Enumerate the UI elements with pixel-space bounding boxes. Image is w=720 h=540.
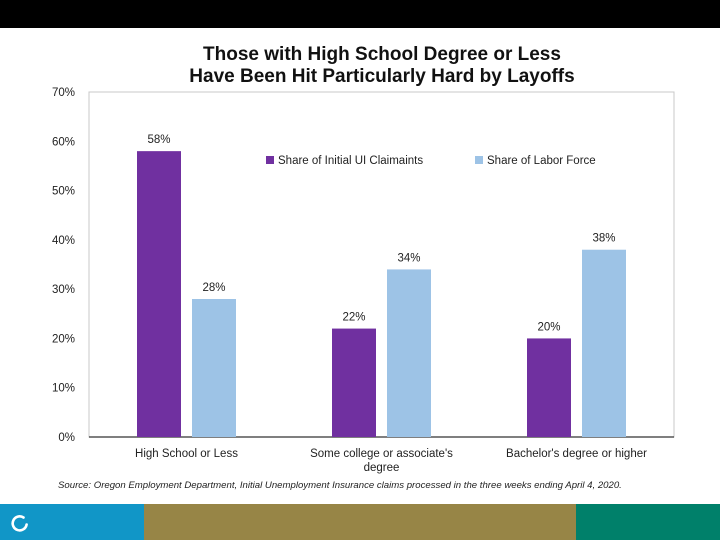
- y-tick-label: 0%: [58, 432, 75, 444]
- footer-bar: [0, 504, 720, 540]
- legend-label: Share of Labor Force: [487, 155, 596, 167]
- data-label: 28%: [202, 282, 225, 294]
- bar: [387, 269, 431, 437]
- x-tick-label: High School or Less: [135, 448, 238, 460]
- circle-arc-icon: [11, 515, 28, 532]
- data-label: 38%: [592, 233, 615, 245]
- chart-title-line-1: Those with High School Degree or Less: [203, 44, 561, 65]
- y-tick-label: 20%: [52, 333, 75, 345]
- y-tick-label: 50%: [52, 186, 75, 198]
- bar: [332, 328, 376, 437]
- chart-title: Those with High School Degree or Less Ha…: [90, 44, 674, 88]
- footer-segment-blue: [0, 504, 144, 540]
- bar: [137, 151, 181, 437]
- footer-segment-green: [576, 504, 720, 540]
- top-bar: [0, 0, 720, 28]
- bar-chart: 0% 10% 20% 30% 40% 50% 60% 70% 58% 28% High School…: [52, 87, 675, 474]
- legend-label: Share of Initial UI Claimaints: [278, 155, 423, 167]
- legend-swatch: [266, 156, 274, 164]
- legend-swatch: [475, 156, 483, 164]
- footer-segment-gold: [144, 504, 576, 540]
- y-tick-label: 70%: [52, 87, 75, 99]
- source-note: Source: Oregon Employment Department, In…: [58, 480, 622, 491]
- chart-title-line-2: Have Been Hit Particularly Hard by Layof…: [189, 66, 575, 87]
- data-label: 34%: [397, 252, 420, 264]
- data-label: 22%: [342, 312, 365, 324]
- x-tick-label: degree: [364, 462, 400, 474]
- bar: [582, 249, 626, 437]
- x-tick-label: Some college or associate's: [310, 448, 453, 460]
- y-tick-label: 10%: [52, 383, 75, 395]
- data-label: 20%: [537, 321, 560, 333]
- y-tick-label: 60%: [52, 136, 75, 148]
- bar: [192, 299, 236, 437]
- y-tick-label: 30%: [52, 284, 75, 296]
- y-tick-label: 40%: [52, 235, 75, 247]
- data-label: 58%: [147, 134, 170, 146]
- bar: [527, 338, 571, 437]
- x-tick-label: Bachelor's degree or higher: [506, 448, 647, 460]
